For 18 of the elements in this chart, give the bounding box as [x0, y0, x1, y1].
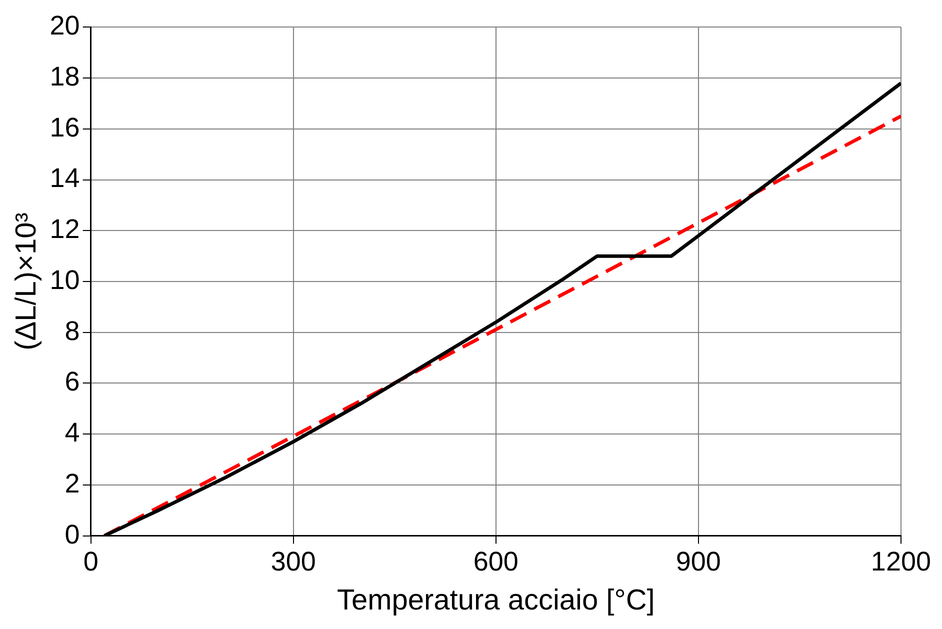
y-tick-label: 0 [64, 519, 80, 550]
y-axis-title: (ΔL/L)×10³ [10, 212, 42, 350]
y-tick-label: 20 [50, 10, 80, 41]
y-tick-label: 10 [50, 264, 80, 295]
y-tick-label: 16 [50, 112, 80, 142]
x-tick-label: 600 [473, 546, 518, 576]
y-tick-label: 12 [50, 214, 80, 244]
y-tick-label: 8 [64, 316, 80, 346]
x-tick-label: 1200 [870, 546, 932, 576]
y-tick-label: 6 [64, 366, 80, 397]
x-tick-label: 300 [270, 546, 316, 576]
x-tick-label: 0 [83, 546, 98, 576]
y-tick-label: 2 [64, 468, 80, 498]
y-tick-label: 18 [50, 62, 80, 92]
x-axis-title: Temperatura acciaio [°C] [336, 584, 655, 617]
y-tick-label: 4 [64, 418, 80, 448]
y-tick-label: 14 [50, 163, 80, 194]
x-tick-label: 900 [676, 546, 721, 576]
